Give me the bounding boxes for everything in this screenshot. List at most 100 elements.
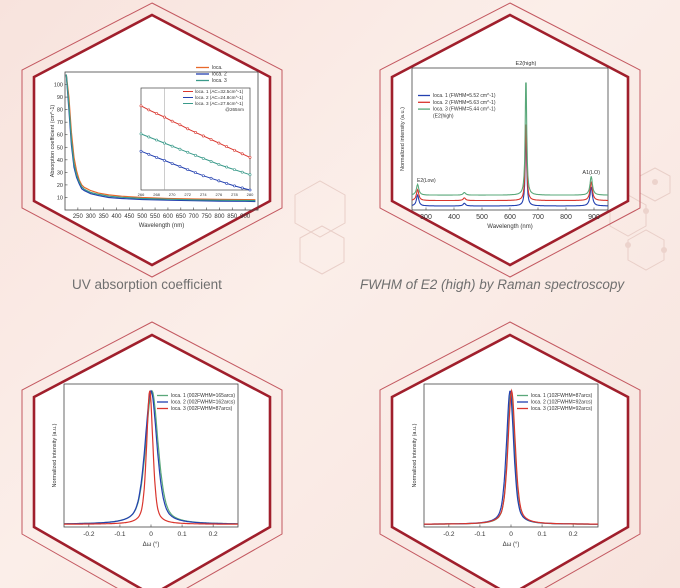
inset-point xyxy=(248,173,252,177)
x-tick-label: 0.1 xyxy=(538,531,547,538)
inset-point xyxy=(186,168,190,172)
x-tick-label: 0.2 xyxy=(569,531,578,538)
x-tick-label: 300 xyxy=(86,214,97,220)
y-axis-label: Normalized intensity (a.u.) xyxy=(52,423,58,487)
x-tick-label: 0.2 xyxy=(209,531,218,538)
inset-point xyxy=(139,104,143,108)
x-tick-label: 350 xyxy=(99,214,110,220)
legend-label: loca. 3 (FWHM=5.44 cm^-1) xyxy=(433,107,496,113)
series-line xyxy=(65,74,256,202)
legend-label: (E2(high) xyxy=(433,113,454,119)
chart-xrc-102: -0.2 -0.1 0 0.1 0.2 Δω (°) Normalized intensit… xyxy=(379,321,641,588)
inset-point xyxy=(147,135,151,139)
x-tick-label: 650 xyxy=(176,214,187,220)
y-tick-label: 30 xyxy=(57,170,63,176)
inset-point xyxy=(162,159,166,162)
inset-legend-label: loca. 3 (AC=27.6cm^-1) xyxy=(195,101,244,106)
inset-point xyxy=(170,144,174,148)
x-tick-label: 0.1 xyxy=(178,531,187,538)
y-tick-label: 20 xyxy=(57,183,63,189)
x-axis-label: Δω (°) xyxy=(503,542,520,548)
inset-point xyxy=(248,188,252,192)
y-tick-label: 80 xyxy=(57,108,63,114)
inset-point xyxy=(194,130,197,134)
deco-hexagon-outline xyxy=(627,229,665,271)
panel-xrc-002: -0.2 -0.1 0 0.1 0.2 Δω (°) Normalized intensit… xyxy=(0,308,300,588)
legend-label: loca. 2 (002FWHM=162arcs) xyxy=(171,400,235,406)
hex-frame-outer xyxy=(379,2,641,278)
legend-label: loca. 3 (002FWHM=87arcs) xyxy=(171,406,233,412)
inset-legend-label: loca. 1 (AC=32.5cm^-1) xyxy=(195,89,244,94)
x-tick-label: 400 xyxy=(448,214,460,221)
x-tick-label: 800 xyxy=(214,214,225,220)
annotation-e2-high: E2(high) xyxy=(516,61,537,67)
hex-frame-outer xyxy=(379,321,641,588)
y-axis-label: Normalized intensity (a.u.) xyxy=(400,107,406,171)
series-line xyxy=(65,74,256,203)
y-tick-label: 50 xyxy=(57,145,63,151)
inset-point xyxy=(139,132,143,136)
inset-legend-label: loca. 2 (AC=24.8cm^-1) xyxy=(195,95,244,100)
inset-point xyxy=(201,156,205,160)
y-tick-label: 100 xyxy=(54,83,63,89)
y-axis-label: Normalized intensity (a.u.) xyxy=(412,423,418,487)
inset-x-tick-label: 278 xyxy=(231,192,238,197)
inset-point xyxy=(217,179,221,183)
inset-marker-label: @265nm xyxy=(225,107,244,112)
legend-label: loca. xyxy=(212,65,223,71)
x-tick-label: 600 xyxy=(163,214,174,220)
chart-raman: 300 400 500 600 700 800 900 Wavelength (nm) Norm… xyxy=(379,2,641,278)
inset-x-tick-label: 272 xyxy=(184,192,191,197)
inset-point xyxy=(186,127,190,131)
annotation-a1-lo: A1(LO) xyxy=(582,170,600,176)
inset-point xyxy=(225,165,229,169)
x-tick-label: 300 xyxy=(420,214,432,221)
inset-point xyxy=(170,162,174,165)
inset-point xyxy=(178,165,182,168)
x-tick-label: 500 xyxy=(137,214,148,220)
inset-point xyxy=(194,171,197,175)
inset-point xyxy=(240,152,244,156)
x-tick-label: 550 xyxy=(150,214,161,220)
inset-point xyxy=(233,148,236,152)
x-axis-label: Δω (°) xyxy=(143,542,160,548)
inset-point xyxy=(147,108,151,112)
deco-node xyxy=(661,247,667,253)
legend-label: loca. 1 (FWHM=5.52 cm^-1) xyxy=(433,93,496,99)
series-line xyxy=(411,134,608,207)
panel-uv-absorption: 250 300 350 400 450 500 550 600 650 700 750 800 850 9… xyxy=(0,0,300,280)
x-tick-label: -0.2 xyxy=(443,531,455,538)
inset-point xyxy=(162,141,166,145)
x-tick-label: 700 xyxy=(532,214,544,221)
x-axis-label: Wavelength (nm) xyxy=(487,224,532,230)
legend-label: loca. 2 (FWHM=5.63 cm^-1) xyxy=(433,100,496,106)
x-axis-label: Wavelength (nm) xyxy=(139,223,184,229)
legend-label: loca. 3 xyxy=(212,78,227,84)
x-tick-label: 450 xyxy=(124,214,135,220)
inset-x-tick-label: 274 xyxy=(200,192,207,197)
legend-label: loca. 2 (102FWHM=92arcs) xyxy=(531,400,593,406)
inset-point xyxy=(139,149,143,153)
chart-uv-absorption: 250 300 350 400 450 500 550 600 650 700 750 800 850 9… xyxy=(21,2,283,278)
panel-xrc-102: -0.2 -0.1 0 0.1 0.2 Δω (°) Normalized intensit… xyxy=(360,308,660,588)
caption-uv: UV absorption coefficient xyxy=(72,277,222,292)
x-tick-label: -0.1 xyxy=(474,531,486,538)
x-tick-label: 500 xyxy=(476,214,488,221)
inset-point xyxy=(155,155,158,159)
x-tick-label: 850 xyxy=(227,214,238,220)
inset-point xyxy=(233,184,236,188)
x-tick-label: 250 xyxy=(73,214,84,220)
deco-hexagon-outline xyxy=(299,225,345,275)
x-tick-label: -0.2 xyxy=(83,531,95,538)
series-line xyxy=(424,388,598,525)
y-axis-label: Absorption coefficient (cm^-1) xyxy=(50,105,56,178)
inset-point xyxy=(178,147,182,151)
x-tick-label: 600 xyxy=(504,214,516,221)
inset-point xyxy=(194,153,197,157)
x-tick-label: 0 xyxy=(509,531,513,538)
series-line xyxy=(411,124,608,202)
y-tick-label: 70 xyxy=(57,120,63,126)
legend-label: loca. 2 xyxy=(212,72,227,78)
inset-point xyxy=(209,176,213,180)
x-tick-label: 700 xyxy=(189,214,200,220)
